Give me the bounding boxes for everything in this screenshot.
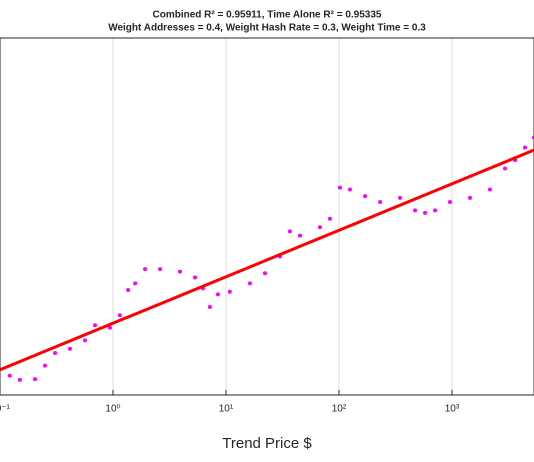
data-point: [7, 373, 12, 378]
data-point: [178, 269, 183, 274]
x-tick-label: 10³: [445, 404, 460, 415]
data-point: [347, 187, 352, 192]
data-point: [17, 377, 22, 382]
data-point: [378, 200, 383, 205]
data-point: [298, 233, 303, 238]
data-point: [247, 281, 252, 286]
data-point: [215, 292, 220, 297]
data-point: [523, 145, 528, 150]
data-point: [398, 195, 403, 200]
chart-title: Combined R² = 0.95911, Time Alone R² = 0…: [153, 10, 382, 21]
data-point: [207, 304, 212, 309]
data-point: [117, 313, 122, 318]
data-point: [413, 208, 418, 213]
chart-subtitle: Weight Addresses = 0.4, Weight Hash Rate…: [108, 23, 426, 34]
data-point: [422, 210, 427, 215]
data-point: [133, 281, 138, 286]
data-point: [447, 200, 452, 205]
data-point: [67, 346, 72, 351]
x-tick-label: 10⁻¹: [0, 404, 11, 415]
plot-frame: [0, 37, 534, 396]
data-point: [327, 216, 332, 221]
x-tick-label: 10⁰: [105, 404, 120, 415]
data-point: [32, 377, 37, 382]
data-point: [262, 271, 267, 276]
data-point: [107, 325, 112, 330]
data-point: [193, 275, 198, 280]
data-point: [337, 185, 342, 190]
data-point: [82, 338, 87, 343]
data-point: [467, 195, 472, 200]
data-point: [53, 351, 58, 356]
data-point: [143, 267, 148, 272]
x-tick-label: 10¹: [219, 404, 234, 415]
x-tick-label: 10²: [332, 404, 347, 415]
data-point: [158, 267, 163, 272]
data-point: [227, 289, 232, 294]
fit-line: [0, 148, 534, 372]
data-point: [42, 363, 47, 368]
data-point: [433, 208, 438, 213]
data-point: [502, 166, 507, 171]
data-point: [287, 229, 292, 234]
data-point: [126, 288, 131, 293]
x-axis-label: Trend Price $: [222, 435, 312, 452]
data-point: [363, 194, 368, 199]
data-point: [317, 225, 322, 230]
data-point: [92, 323, 97, 328]
data-point: [487, 187, 492, 192]
